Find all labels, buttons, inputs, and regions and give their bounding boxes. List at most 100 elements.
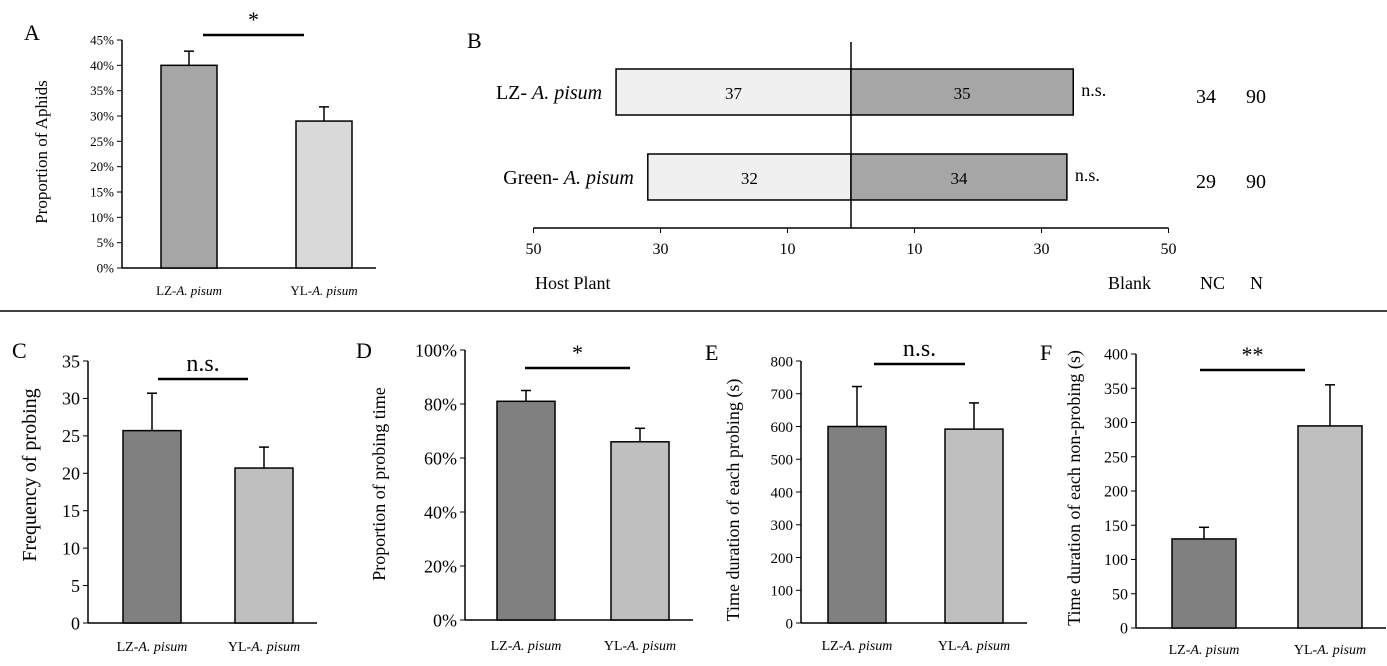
y-tick-label-e-8: 800 xyxy=(771,354,794,370)
y-tick-label-e-0: 0 xyxy=(786,616,794,632)
y-tick-label-e-6: 600 xyxy=(771,420,794,436)
y-tick-label-e-4: 400 xyxy=(771,485,794,501)
y-tick-label-c-3: 15 xyxy=(62,501,80,521)
y-tick-label-c-2: 10 xyxy=(62,538,80,558)
bars-d xyxy=(496,389,670,621)
panel-label-a: A xyxy=(24,20,40,45)
y-tick-label-a-8: 40% xyxy=(90,58,114,73)
significance-f: ** xyxy=(1200,342,1305,372)
y-axis-title-d: Proportion of probing time xyxy=(369,387,389,580)
y-tick-label-c-6: 30 xyxy=(62,389,80,409)
host-value-b-1: 32 xyxy=(741,169,758,188)
x-tick-label-b-4: 30 xyxy=(1034,241,1050,258)
n-value-b-1: 90 xyxy=(1246,171,1266,193)
y-axis-title-f: Time duration of each non-probing (s) xyxy=(1064,350,1085,626)
host-bar-b-0 xyxy=(615,68,852,116)
blank-value-b-1: 34 xyxy=(950,169,968,188)
category-labels-f: LZ-A. pisum YL-A. pisum xyxy=(1169,643,1367,658)
x-ticks-b: 50 30 10 10 30 50 xyxy=(526,227,1177,258)
y-tick-label-e-2: 200 xyxy=(771,551,794,567)
significance-a: * xyxy=(203,7,304,37)
y-tick-label-a-1: 5% xyxy=(97,235,115,250)
significance-d: * xyxy=(525,340,630,370)
bar-a-1 xyxy=(295,120,353,269)
bar-e-1 xyxy=(944,428,1004,624)
significance-marker-a: * xyxy=(248,7,259,32)
y-tick-label-a-3: 15% xyxy=(90,185,114,200)
x-tick-label-b-5: 50 xyxy=(1161,241,1177,258)
category-label-d-1: YL-A. pisum xyxy=(604,639,676,654)
y-tick-label-a-2: 10% xyxy=(90,210,114,225)
y-tick-label-a-7: 35% xyxy=(90,83,114,98)
y-ticks-f: 0 50 100 150 200 250 300 350 400 xyxy=(1104,347,1386,638)
blank-bar-b-1 xyxy=(850,153,1068,201)
y-tick-label-f-7: 350 xyxy=(1104,381,1128,398)
category-label-f-0: LZ-A. pisum xyxy=(1169,643,1240,658)
y-tick-label-f-0: 0 xyxy=(1120,621,1128,638)
y-tick-label-f-2: 100 xyxy=(1104,552,1128,569)
y-tick-label-e-7: 700 xyxy=(771,387,794,403)
category-label-e-0: LZ-A. pisum xyxy=(822,639,893,654)
y-tick-label-e-1: 100 xyxy=(771,584,794,600)
y-tick-label-f-6: 300 xyxy=(1104,415,1128,432)
y-tick-label-a-0: 0% xyxy=(97,261,115,276)
y-tick-label-d-4: 80% xyxy=(424,394,457,414)
y-tick-label-a-4: 20% xyxy=(90,159,114,174)
blank-label: Blank xyxy=(1108,273,1151,293)
n-value-b-0: 90 xyxy=(1246,86,1266,108)
panel-e-probing-duration-chart: E Time duration of each probing (s) 0 100… xyxy=(705,336,1027,654)
panel-f-non-probing-duration-chart: F Time duration of each non-probing (s) … xyxy=(1040,340,1386,658)
y-tick-label-c-1: 5 xyxy=(71,576,80,596)
y-tick-label-d-5: 100% xyxy=(415,340,457,360)
category-labels-d: LZ-A. pisum YL-A. pisum xyxy=(491,639,677,654)
row-label-b-0: LZ- A. pisum xyxy=(496,82,602,104)
category-label-a-1: YL-A. pisum xyxy=(290,283,357,298)
y-tick-label-f-8: 400 xyxy=(1104,347,1128,364)
host-value-b-0: 37 xyxy=(725,84,743,103)
panel-d-probing-time-chart: D Proportion of probing time 0% 20% 40% 60%… xyxy=(356,338,693,654)
bar-f-1 xyxy=(1297,425,1363,629)
y-axis-title-e: Time duration of each probing (s) xyxy=(723,379,744,622)
panel-a-proportion-chart: A Proportion of Aphids 0% 5% 10% 15% 20% 25% 3… xyxy=(24,7,376,298)
bars-c xyxy=(122,392,294,624)
n-header: N xyxy=(1250,273,1263,293)
significance-marker-e: n.s. xyxy=(903,336,936,362)
y-tick-label-d-1: 20% xyxy=(424,556,457,576)
y-tick-label-d-0: 0% xyxy=(433,610,457,630)
y-tick-label-d-2: 40% xyxy=(424,502,457,522)
y-tick-label-c-7: 35 xyxy=(62,351,80,371)
category-labels-a: LZ-A. pisum YL-A. pisum xyxy=(156,283,357,298)
y-tick-label-c-4: 20 xyxy=(62,464,80,484)
bars-f xyxy=(1171,384,1363,629)
y-tick-label-e-3: 300 xyxy=(771,518,794,534)
panel-b-choice-chart: B 37 35 LZ- A. pisum n.s. 34 90 32 34 Green- A. … xyxy=(467,28,1266,293)
significance-marker-f: ** xyxy=(1242,342,1264,367)
x-tick-label-b-1: 30 xyxy=(653,241,669,258)
nc-value-b-1: 29 xyxy=(1196,171,1216,193)
nc-header: NC xyxy=(1200,273,1225,293)
y-ticks-c: 0 5 10 15 20 25 30 35 xyxy=(62,351,317,633)
x-tick-label-b-2: 10 xyxy=(780,241,796,258)
y-tick-label-a-5: 25% xyxy=(90,134,114,149)
host-plant-label: Host Plant xyxy=(535,273,611,293)
category-labels-c: LZ-A. pisum YL-A. pisum xyxy=(117,640,301,655)
category-label-c-1: YL-A. pisum xyxy=(228,640,300,655)
bar-f-0 xyxy=(1171,538,1237,629)
y-tick-label-f-4: 200 xyxy=(1104,484,1128,501)
category-labels-e: LZ-A. pisum YL-A. pisum xyxy=(822,639,1011,654)
bar-a-0 xyxy=(160,64,218,269)
bars-e xyxy=(827,385,1004,624)
y-tick-label-a-9: 45% xyxy=(90,33,114,48)
significance-e: n.s. xyxy=(874,336,965,366)
y-tick-label-c-5: 25 xyxy=(62,426,80,446)
panel-label-c: C xyxy=(12,338,27,363)
sig-b-0: n.s. xyxy=(1081,80,1106,100)
y-tick-label-c-0: 0 xyxy=(71,613,80,633)
y-tick-label-f-3: 150 xyxy=(1104,518,1128,535)
significance-marker-c: n.s. xyxy=(186,351,219,377)
y-ticks-a: 0% 5% 10% 15% 20% 25% 30% 35% 40% 45% xyxy=(90,33,376,276)
y-tick-label-f-1: 50 xyxy=(1112,586,1128,603)
y-tick-label-e-5: 500 xyxy=(771,453,794,469)
category-label-d-0: LZ-A. pisum xyxy=(491,639,562,654)
